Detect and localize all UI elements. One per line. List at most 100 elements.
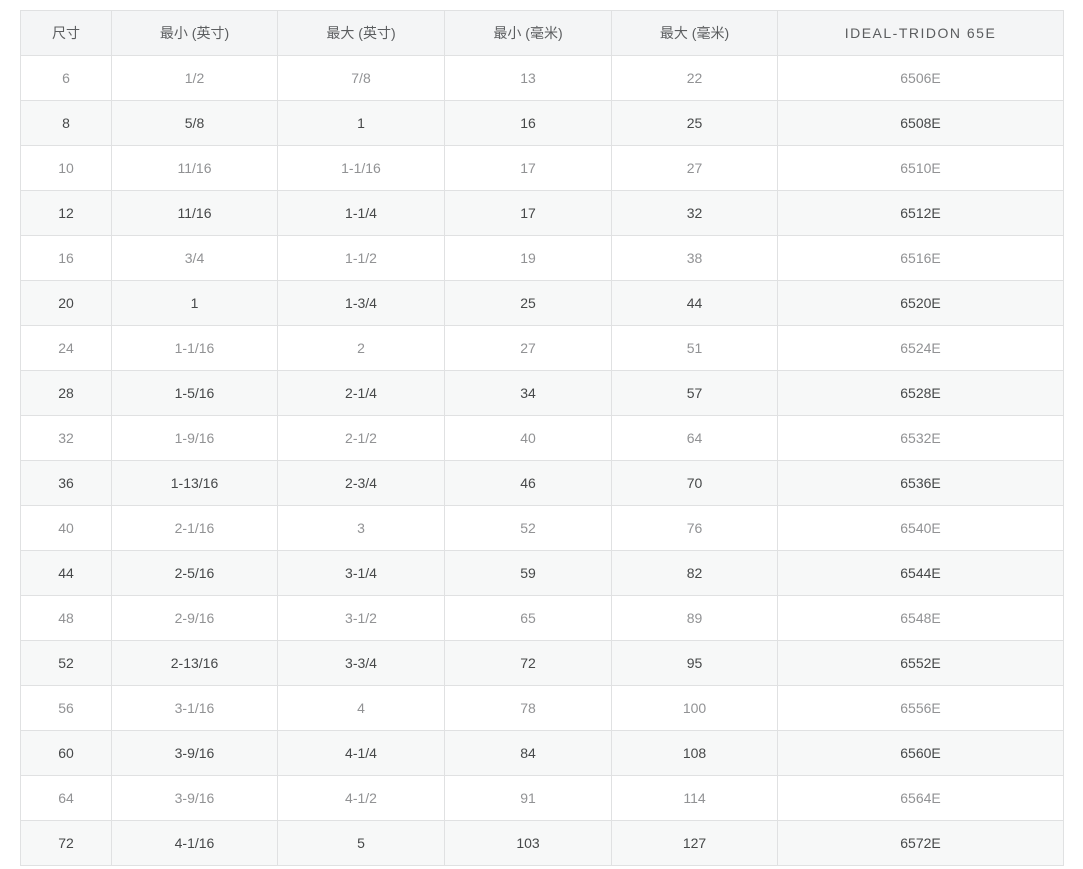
table-cell: 46: [444, 460, 612, 506]
table-cell: 2-5/16: [111, 550, 278, 596]
table-cell: 6506E: [777, 55, 1064, 101]
table-row: 48 2-9/16 3-1/2 65 89 6548E: [20, 595, 1064, 641]
table-cell: 44: [20, 550, 112, 596]
table-cell: 16: [444, 100, 612, 146]
column-header: 尺寸: [20, 10, 112, 56]
table-cell: 6556E: [777, 685, 1064, 731]
table-cell: 6572E: [777, 820, 1064, 866]
table-cell: 95: [611, 640, 778, 686]
table-cell: 16: [20, 235, 112, 281]
table-cell: 6536E: [777, 460, 1064, 506]
table-cell: 6524E: [777, 325, 1064, 371]
table-cell: 91: [444, 775, 612, 821]
column-header: IDEAL-TRIDON 65E: [777, 10, 1064, 56]
table-cell: 11/16: [111, 145, 278, 191]
table-cell: 2: [277, 325, 445, 371]
table-cell: 13: [444, 55, 612, 101]
table-cell: 1-1/16: [277, 145, 445, 191]
table-cell: 3-3/4: [277, 640, 445, 686]
table-cell: 1-1/16: [111, 325, 278, 371]
table-cell: 2-9/16: [111, 595, 278, 641]
column-header: 最小 (毫米): [444, 10, 612, 56]
table-cell: 5: [277, 820, 445, 866]
table-cell: 57: [611, 370, 778, 416]
table-cell: 70: [611, 460, 778, 506]
table-cell: 2-1/2: [277, 415, 445, 461]
table-row: 12 11/16 1-1/4 17 32 6512E: [20, 190, 1064, 236]
table-cell: 6544E: [777, 550, 1064, 596]
table-cell: 28: [20, 370, 112, 416]
table-cell: 103: [444, 820, 612, 866]
table-cell: 6: [20, 55, 112, 101]
table-cell: 44: [611, 280, 778, 326]
table-cell: 1/2: [111, 55, 278, 101]
table-cell: 6564E: [777, 775, 1064, 821]
table-cell: 114: [611, 775, 778, 821]
table-cell: 25: [444, 280, 612, 326]
table-cell: 32: [20, 415, 112, 461]
table-cell: 2-3/4: [277, 460, 445, 506]
table-row: 60 3-9/16 4-1/4 84 108 6560E: [20, 730, 1064, 776]
table-cell: 27: [611, 145, 778, 191]
column-header: 最小 (英寸): [111, 10, 278, 56]
size-chart-body: 6 1/2 7/8 13 22 6506E 8 5/8 1 16 25 6508E 10 11/16 1-1…: [20, 55, 1064, 866]
table-cell: 6548E: [777, 595, 1064, 641]
table-cell: 3-9/16: [111, 730, 278, 776]
table-cell: 6510E: [777, 145, 1064, 191]
table-cell: 3-9/16: [111, 775, 278, 821]
table-cell: 52: [444, 505, 612, 551]
table-cell: 65: [444, 595, 612, 641]
table-cell: 52: [20, 640, 112, 686]
table-cell: 17: [444, 190, 612, 236]
table-row: 28 1-5/16 2-1/4 34 57 6528E: [20, 370, 1064, 416]
size-chart-header: 尺寸 最小 (英寸) 最大 (英寸) 最小 (毫米) 最大 (毫米) IDEAL-TRID…: [20, 10, 1064, 56]
table-cell: 24: [20, 325, 112, 371]
table-cell: 1-13/16: [111, 460, 278, 506]
table-cell: 36: [20, 460, 112, 506]
table-cell: 5/8: [111, 100, 278, 146]
column-header: 最大 (英寸): [277, 10, 445, 56]
table-row: 6 1/2 7/8 13 22 6506E: [20, 55, 1064, 101]
table-cell: 6532E: [777, 415, 1064, 461]
table-row: 10 11/16 1-1/16 17 27 6510E: [20, 145, 1064, 191]
table-row: 52 2-13/16 3-3/4 72 95 6552E: [20, 640, 1064, 686]
table-cell: 32: [611, 190, 778, 236]
table-cell: 20: [20, 280, 112, 326]
table-row: 16 3/4 1-1/2 19 38 6516E: [20, 235, 1064, 281]
table-cell: 3-1/4: [277, 550, 445, 596]
table-row: 20 1 1-3/4 25 44 6520E: [20, 280, 1064, 326]
header-row: 尺寸 最小 (英寸) 最大 (英寸) 最小 (毫米) 最大 (毫米) IDEAL-TRID…: [20, 10, 1064, 56]
table-cell: 89: [611, 595, 778, 641]
table-cell: 6516E: [777, 235, 1064, 281]
table-cell: 1-9/16: [111, 415, 278, 461]
table-cell: 8: [20, 100, 112, 146]
table-cell: 6508E: [777, 100, 1064, 146]
table-cell: 3-1/16: [111, 685, 278, 731]
table-cell: 127: [611, 820, 778, 866]
table-cell: 38: [611, 235, 778, 281]
table-cell: 1-1/4: [277, 190, 445, 236]
table-cell: 10: [20, 145, 112, 191]
table-cell: 6540E: [777, 505, 1064, 551]
table-row: 36 1-13/16 2-3/4 46 70 6536E: [20, 460, 1064, 506]
table-cell: 19: [444, 235, 612, 281]
table-cell: 2-13/16: [111, 640, 278, 686]
table-row: 56 3-1/16 4 78 100 6556E: [20, 685, 1064, 731]
table-cell: 64: [611, 415, 778, 461]
table-cell: 12: [20, 190, 112, 236]
table-cell: 40: [20, 505, 112, 551]
table-cell: 59: [444, 550, 612, 596]
table-cell: 3/4: [111, 235, 278, 281]
table-cell: 48: [20, 595, 112, 641]
table-cell: 3: [277, 505, 445, 551]
table-cell: 34: [444, 370, 612, 416]
table-cell: 2-1/16: [111, 505, 278, 551]
size-chart-table: 尺寸 最小 (英寸) 最大 (英寸) 最小 (毫米) 最大 (毫米) IDEAL-TRID…: [20, 10, 1064, 866]
table-cell: 84: [444, 730, 612, 776]
table-cell: 72: [20, 820, 112, 866]
table-cell: 1-1/2: [277, 235, 445, 281]
column-header: 最大 (毫米): [611, 10, 778, 56]
table-cell: 60: [20, 730, 112, 776]
table-cell: 1: [277, 100, 445, 146]
